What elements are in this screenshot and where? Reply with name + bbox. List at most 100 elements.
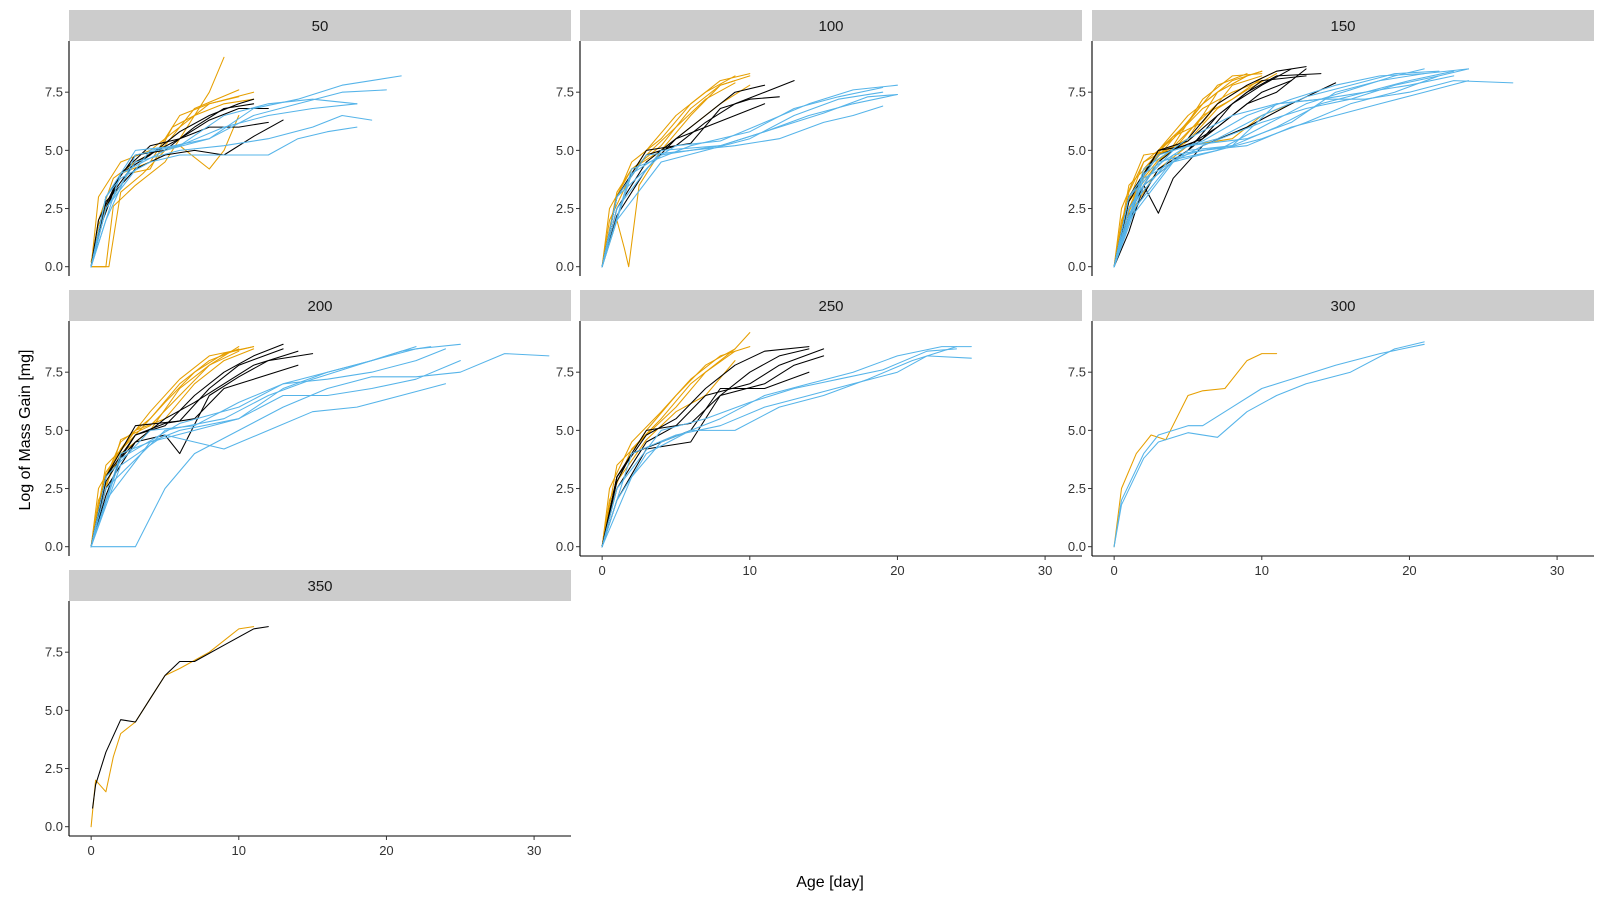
facet-panels: 500.02.55.07.51000.02.55.07.51500.02.55.… [45, 10, 1594, 858]
series-line-blue [90, 103, 358, 268]
facet-strip [1092, 10, 1594, 41]
x-tick-label: 10 [1255, 563, 1269, 578]
facet-strip [69, 290, 571, 321]
facet-strip-label: 150 [1330, 18, 1355, 35]
y-tick-label: 2.5 [45, 761, 63, 776]
y-tick-label: 0.0 [45, 539, 63, 554]
series-line-orange [1113, 77, 1263, 268]
series-line-black [601, 103, 766, 268]
series-line-orange [1113, 75, 1263, 268]
series-line-orange [601, 80, 736, 268]
series-line-blue [1113, 70, 1440, 268]
series-line-blue [90, 114, 373, 268]
y-tick-label: 2.5 [556, 201, 574, 216]
series-line-orange [90, 346, 255, 548]
series-line-blue [601, 346, 972, 548]
facet-panel-100: 100 0.0 2.5 5.0 7.5 [556, 10, 1082, 276]
series-line-blue [90, 343, 461, 548]
y-tick-label: 5.0 [45, 703, 63, 718]
x-tick-label: 0 [599, 563, 606, 578]
series-line-blue [1113, 68, 1470, 268]
series-line-orange [1113, 73, 1263, 268]
series-line-orange [1113, 75, 1248, 268]
series-line-orange [90, 346, 240, 548]
facet-strip-label: 100 [818, 18, 843, 35]
series-line-blue [601, 346, 958, 548]
series-line-orange [601, 73, 751, 268]
y-tick-label: 5.0 [45, 143, 63, 158]
series-line-blue [601, 355, 972, 548]
series-line-blue [1113, 343, 1425, 548]
series-line-blue [601, 86, 884, 268]
y-axis-title: Log of Mass Gain [mg] [17, 350, 34, 511]
y-tick-label: 7.5 [1068, 365, 1086, 380]
y-tick-label: 2.5 [556, 481, 574, 496]
series-line-blue [90, 353, 550, 548]
series-line-orange [90, 56, 225, 268]
x-tick-label: 0 [1111, 563, 1118, 578]
series-line-orange [601, 332, 751, 548]
series-line-blue [1113, 68, 1470, 268]
series-line-orange [1113, 70, 1263, 268]
series-line-blue [601, 84, 898, 268]
series-line-black [1113, 68, 1307, 268]
series-line-orange [1113, 73, 1278, 268]
series-line-black [92, 626, 269, 809]
series-line-orange [90, 626, 255, 828]
y-tick-label: 5.0 [556, 143, 574, 158]
x-tick-label: 10 [743, 563, 757, 578]
series-line-blue [601, 91, 884, 268]
x-tick-label: 10 [232, 843, 246, 858]
y-tick-label: 2.5 [45, 201, 63, 216]
series-line-blue [601, 105, 884, 268]
series-line-black [90, 350, 299, 548]
facet-strip [580, 290, 1082, 321]
series-line-blue [90, 360, 461, 548]
x-tick-label: 30 [1550, 563, 1564, 578]
facet-strip-label: 350 [307, 578, 332, 595]
series-line-blue [1113, 80, 1514, 268]
facet-strip [69, 10, 571, 41]
y-tick-label: 0.0 [556, 259, 574, 274]
series-line-blue [90, 348, 447, 548]
series-line-blue [90, 98, 358, 268]
series-line-blue [90, 75, 402, 268]
x-tick-label: 30 [1038, 563, 1052, 578]
facet-panel-300: 300 0.0 2.5 5.0 7.5 0 10 20 30 [1068, 290, 1594, 578]
facet-strip-label: 200 [307, 298, 332, 315]
series-line-orange [601, 346, 751, 548]
y-tick-label: 7.5 [45, 85, 63, 100]
y-tick-label: 2.5 [45, 481, 63, 496]
y-tick-label: 5.0 [1068, 143, 1086, 158]
y-tick-label: 7.5 [1068, 85, 1086, 100]
series-line-blue [90, 346, 432, 548]
facet-strip [580, 10, 1082, 41]
facet-strip-label: 50 [312, 18, 329, 35]
series-line-orange [1113, 80, 1263, 268]
series-line-black [601, 348, 825, 548]
facet-panel-350: 350 0.0 2.5 5.0 7.5 0 10 20 30 [45, 570, 571, 858]
x-tick-label: 20 [1402, 563, 1416, 578]
series-line-blue [601, 348, 958, 548]
x-tick-label: 20 [379, 843, 393, 858]
facet-panel-50: 50 0.0 2.5 5.0 7.5 [45, 10, 571, 276]
series-line-blue [1113, 75, 1455, 268]
y-tick-label: 2.5 [1068, 481, 1086, 496]
y-tick-label: 5.0 [45, 423, 63, 438]
series-line-orange [90, 346, 255, 548]
x-tick-label: 0 [88, 843, 95, 858]
y-tick-label: 0.0 [45, 259, 63, 274]
series-line-orange [601, 360, 736, 548]
facet-strip [1092, 290, 1594, 321]
series-line-orange [1113, 353, 1278, 548]
facet-strip [69, 570, 571, 601]
series-line-blue [1113, 75, 1440, 268]
y-tick-label: 2.5 [1068, 201, 1086, 216]
facet-panel-250: 250 0.0 2.5 5.0 7.5 0 10 20 30 [556, 290, 1082, 578]
y-tick-label: 7.5 [45, 645, 63, 660]
series-line-blue [1113, 341, 1425, 548]
series-line-black [90, 121, 269, 268]
facet-strip-label: 250 [818, 298, 843, 315]
series-line-orange [90, 350, 240, 548]
series-line-black [1113, 82, 1337, 268]
